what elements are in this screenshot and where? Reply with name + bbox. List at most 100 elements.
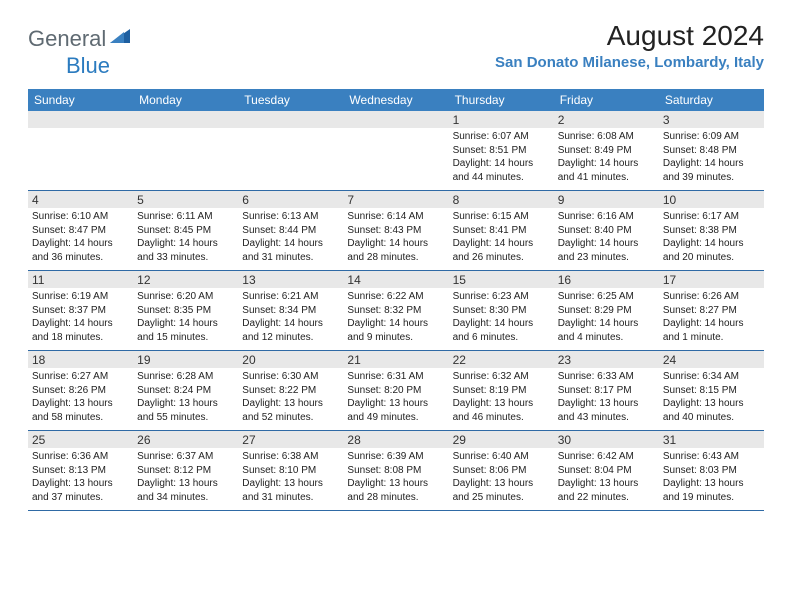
sunrise-text: Sunrise: 6:26 AM	[663, 290, 760, 304]
day-info	[133, 128, 238, 190]
sunrise-text: Sunrise: 6:37 AM	[137, 450, 234, 464]
week-row: 45678910Sunrise: 6:10 AMSunset: 8:47 PMD…	[28, 191, 764, 271]
sunset-text: Sunset: 8:37 PM	[32, 304, 129, 318]
day-number: 17	[659, 271, 764, 288]
day-info	[28, 128, 133, 190]
day-number: 11	[28, 271, 133, 288]
day-info: Sunrise: 6:42 AMSunset: 8:04 PMDaylight:…	[554, 448, 659, 510]
day-number: 16	[554, 271, 659, 288]
day-number: 6	[238, 191, 343, 208]
sunrise-text: Sunrise: 6:15 AM	[453, 210, 550, 224]
daylight-text: Daylight: 13 hours and 43 minutes.	[558, 397, 655, 424]
month-title: August 2024	[495, 20, 764, 52]
sunset-text: Sunset: 8:19 PM	[453, 384, 550, 398]
day-info: Sunrise: 6:40 AMSunset: 8:06 PMDaylight:…	[449, 448, 554, 510]
day-info: Sunrise: 6:31 AMSunset: 8:20 PMDaylight:…	[343, 368, 448, 430]
day-num-row: 45678910	[28, 191, 764, 208]
day-info-row: Sunrise: 6:07 AMSunset: 8:51 PMDaylight:…	[28, 128, 764, 190]
sunset-text: Sunset: 8:49 PM	[558, 144, 655, 158]
day-number: 3	[659, 111, 764, 128]
day-info: Sunrise: 6:32 AMSunset: 8:19 PMDaylight:…	[449, 368, 554, 430]
daylight-text: Daylight: 13 hours and 52 minutes.	[242, 397, 339, 424]
daylight-text: Daylight: 14 hours and 15 minutes.	[137, 317, 234, 344]
sunset-text: Sunset: 8:08 PM	[347, 464, 444, 478]
day-number: 13	[238, 271, 343, 288]
sunrise-text: Sunrise: 6:30 AM	[242, 370, 339, 384]
day-info: Sunrise: 6:34 AMSunset: 8:15 PMDaylight:…	[659, 368, 764, 430]
day-number: 14	[343, 271, 448, 288]
sunset-text: Sunset: 8:30 PM	[453, 304, 550, 318]
sunset-text: Sunset: 8:32 PM	[347, 304, 444, 318]
day-info: Sunrise: 6:10 AMSunset: 8:47 PMDaylight:…	[28, 208, 133, 270]
calendar: Sunday Monday Tuesday Wednesday Thursday…	[28, 89, 764, 511]
day-number: 29	[449, 431, 554, 448]
daylight-text: Daylight: 14 hours and 4 minutes.	[558, 317, 655, 344]
daylight-text: Daylight: 13 hours and 46 minutes.	[453, 397, 550, 424]
day-info: Sunrise: 6:09 AMSunset: 8:48 PMDaylight:…	[659, 128, 764, 190]
logo: General	[28, 26, 132, 52]
sunrise-text: Sunrise: 6:43 AM	[663, 450, 760, 464]
day-number	[133, 111, 238, 128]
day-info: Sunrise: 6:21 AMSunset: 8:34 PMDaylight:…	[238, 288, 343, 350]
sunset-text: Sunset: 8:34 PM	[242, 304, 339, 318]
day-number: 28	[343, 431, 448, 448]
day-number: 26	[133, 431, 238, 448]
sunset-text: Sunset: 8:35 PM	[137, 304, 234, 318]
daylight-text: Daylight: 14 hours and 31 minutes.	[242, 237, 339, 264]
sunset-text: Sunset: 8:04 PM	[558, 464, 655, 478]
sunset-text: Sunset: 8:40 PM	[558, 224, 655, 238]
day-info: Sunrise: 6:27 AMSunset: 8:26 PMDaylight:…	[28, 368, 133, 430]
sunrise-text: Sunrise: 6:07 AM	[453, 130, 550, 144]
day-header-thu: Thursday	[449, 89, 554, 111]
day-number: 5	[133, 191, 238, 208]
day-number: 15	[449, 271, 554, 288]
sunset-text: Sunset: 8:24 PM	[137, 384, 234, 398]
day-number	[28, 111, 133, 128]
day-number: 24	[659, 351, 764, 368]
sunset-text: Sunset: 8:15 PM	[663, 384, 760, 398]
day-info: Sunrise: 6:07 AMSunset: 8:51 PMDaylight:…	[449, 128, 554, 190]
day-info: Sunrise: 6:13 AMSunset: 8:44 PMDaylight:…	[238, 208, 343, 270]
sunrise-text: Sunrise: 6:34 AM	[663, 370, 760, 384]
sunrise-text: Sunrise: 6:36 AM	[32, 450, 129, 464]
day-number: 21	[343, 351, 448, 368]
day-number: 1	[449, 111, 554, 128]
day-info: Sunrise: 6:11 AMSunset: 8:45 PMDaylight:…	[133, 208, 238, 270]
sunrise-text: Sunrise: 6:19 AM	[32, 290, 129, 304]
daylight-text: Daylight: 13 hours and 28 minutes.	[347, 477, 444, 504]
day-info	[343, 128, 448, 190]
daylight-text: Daylight: 14 hours and 39 minutes.	[663, 157, 760, 184]
sunrise-text: Sunrise: 6:40 AM	[453, 450, 550, 464]
daylight-text: Daylight: 13 hours and 37 minutes.	[32, 477, 129, 504]
day-info-row: Sunrise: 6:19 AMSunset: 8:37 PM Daylight:…	[28, 288, 764, 350]
day-header-sun: Sunday	[28, 89, 133, 111]
day-info: Sunrise: 6:20 AMSunset: 8:35 PMDaylight:…	[133, 288, 238, 350]
day-number: 31	[659, 431, 764, 448]
sunset-text: Sunset: 8:17 PM	[558, 384, 655, 398]
sunrise-text: Sunrise: 6:08 AM	[558, 130, 655, 144]
day-number: 30	[554, 431, 659, 448]
day-number: 22	[449, 351, 554, 368]
day-header-tue: Tuesday	[238, 89, 343, 111]
day-info: Sunrise: 6:28 AMSunset: 8:24 PMDaylight:…	[133, 368, 238, 430]
day-info: Sunrise: 6:43 AMSunset: 8:03 PMDaylight:…	[659, 448, 764, 510]
daylight-text: Daylight: 13 hours and 49 minutes.	[347, 397, 444, 424]
sunset-text: Sunset: 8:27 PM	[663, 304, 760, 318]
daylight-text: Daylight: 14 hours and 28 minutes.	[347, 237, 444, 264]
day-number: 4	[28, 191, 133, 208]
day-info: Sunrise: 6:36 AMSunset: 8:13 PMDaylight:…	[28, 448, 133, 510]
daylight-text: Daylight: 14 hours and 33 minutes.	[137, 237, 234, 264]
day-info: Sunrise: 6:23 AMSunset: 8:30 PMDaylight:…	[449, 288, 554, 350]
day-info: Sunrise: 6:22 AMSunset: 8:32 PMDaylight:…	[343, 288, 448, 350]
sunrise-text: Sunrise: 6:32 AM	[453, 370, 550, 384]
sunrise-text: Sunrise: 6:38 AM	[242, 450, 339, 464]
daylight-text: Daylight: 13 hours and 19 minutes.	[663, 477, 760, 504]
sunrise-text: Sunrise: 6:10 AM	[32, 210, 129, 224]
sunrise-text: Sunrise: 6:11 AM	[137, 210, 234, 224]
day-info-row: Sunrise: 6:27 AMSunset: 8:26 PMDaylight:…	[28, 368, 764, 430]
day-info: Sunrise: 6:37 AMSunset: 8:12 PMDaylight:…	[133, 448, 238, 510]
day-info: Sunrise: 6:19 AMSunset: 8:37 PMDaylight:…	[28, 288, 133, 350]
sunrise-text: Sunrise: 6:22 AM	[347, 290, 444, 304]
daylight-text: Daylight: 14 hours and 44 minutes.	[453, 157, 550, 184]
sunset-text: Sunset: 8:13 PM	[32, 464, 129, 478]
